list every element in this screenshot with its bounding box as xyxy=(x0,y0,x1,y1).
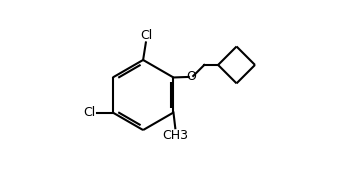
Text: O: O xyxy=(186,70,196,83)
Text: Cl: Cl xyxy=(83,106,95,119)
Text: CH3: CH3 xyxy=(162,129,188,142)
Text: Cl: Cl xyxy=(141,29,153,42)
